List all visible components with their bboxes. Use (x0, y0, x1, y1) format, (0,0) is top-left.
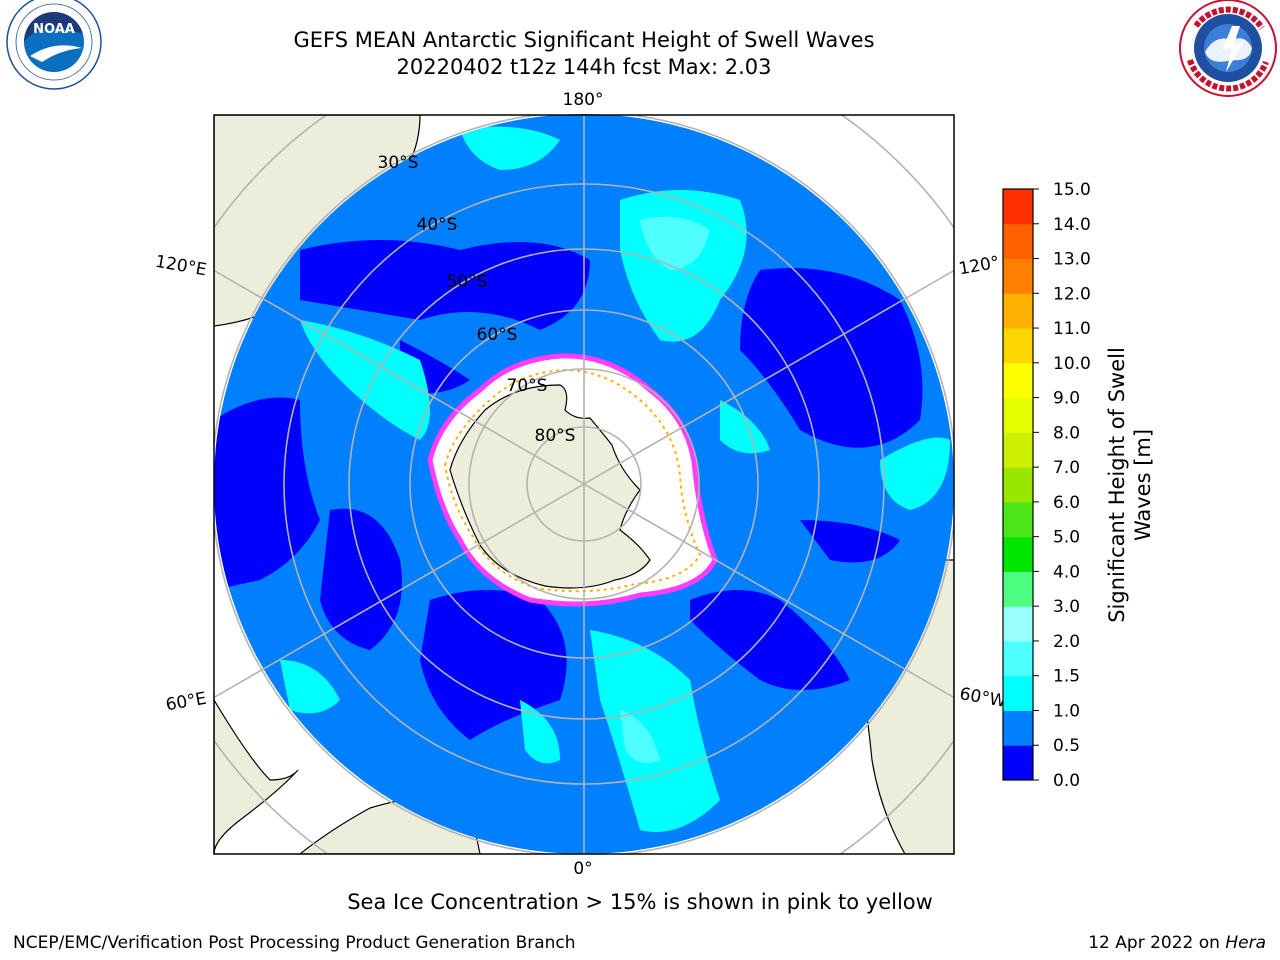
colorbar-label-line2: Waves [m] (1131, 429, 1155, 541)
lon-label-180: 180° (563, 90, 604, 110)
colorbar-tick-label: 12.0 (1053, 284, 1091, 304)
colorbar-border (1002, 188, 1034, 781)
colorbar-bin (1003, 675, 1033, 711)
footer-host: Hera (1225, 933, 1266, 953)
colorbar-tick-label: 6.0 (1053, 493, 1080, 513)
colorbar-tick-label: 9.0 (1053, 389, 1080, 409)
chart-title: GEFS MEAN Antarctic Significant Height o… (293, 28, 875, 52)
lat-label-60s: 60°S (477, 325, 518, 345)
lat-label-40s: 40°S (417, 215, 458, 235)
colorbar-bin (1003, 745, 1033, 781)
colorbar-bin (1003, 432, 1033, 468)
chart-subtitle: 20220402 t12z 144h fcst Max: 2.03 (396, 55, 772, 79)
colorbar-tick-label: 11.0 (1053, 319, 1091, 339)
colorbar-tick-label: 4.0 (1053, 562, 1080, 582)
colorbar-bin (1003, 640, 1033, 677)
footer-credit: NCEP/EMC/Verification Post Processing Pr… (13, 933, 576, 953)
graticule (214, 115, 954, 854)
colorbar-tick-label: 1.0 (1053, 701, 1080, 721)
lat-label-30s: 30°S (378, 153, 419, 173)
colorbar-tick-label: 3.0 (1053, 597, 1080, 617)
footer-date-text: 12 Apr 2022 on (1088, 933, 1226, 953)
lat-label-70s: 70°S (507, 376, 548, 396)
lon-label-120e: 120°E (154, 252, 208, 281)
colorbar-tick-label: 2.0 (1053, 632, 1080, 652)
colorbar-tick-label: 8.0 (1053, 423, 1080, 443)
lon-label-60e: 60°E (164, 689, 208, 716)
colorbar-label-line1: Significant Height of Swell (1105, 347, 1129, 623)
colorbar-bin (1003, 606, 1033, 642)
colorbar-bin (1003, 362, 1033, 399)
colorbar-tick-label: 13.0 (1053, 250, 1091, 270)
colorbar-bin (1003, 328, 1033, 364)
lat-label-50s: 50°S (447, 272, 488, 292)
sea-ice-caption: Sea Ice Concentration > 15% is shown in … (347, 890, 933, 914)
lat-label-80s: 80°S (535, 426, 576, 446)
colorbar-bin (1003, 223, 1033, 260)
swell-1.5-2.0 (620, 216, 710, 764)
noaa-logo-icon: NOAA (6, 0, 102, 90)
nws-logo-icon (1179, 0, 1277, 97)
colorbar-tick-label: 15.0 (1053, 180, 1091, 200)
colorbar-tick-label: 7.0 (1053, 458, 1080, 478)
colorbar-bin (1003, 397, 1033, 433)
colorbar-bin (1003, 710, 1033, 746)
map-frame (213, 114, 955, 855)
colorbar-tick-label: 1.5 (1053, 667, 1080, 687)
colorbar-bin (1003, 501, 1033, 538)
colorbar-tick-label: 0.5 (1053, 736, 1080, 756)
colorbar-tick-label: 10.0 (1053, 354, 1091, 374)
lon-label-60w: 60°W (958, 684, 1008, 712)
colorbar-tick-label: 5.0 (1053, 528, 1080, 548)
colorbar-bin (1003, 467, 1033, 503)
swell-1.0-1.5 (280, 126, 950, 832)
footer-date: 12 Apr 2022 on Hera (1088, 933, 1266, 953)
colorbar-bin (1003, 258, 1033, 294)
lon-label-120w: 120° (957, 253, 1001, 280)
colorbar-bin (1003, 189, 1033, 225)
colorbar-bin (1003, 536, 1033, 572)
colorbar: 0.0 0.5 1.0 1.5 2.0 3.0 4.0 5.0 6.0 7.0 8.0 9.0 10.0… (1002, 180, 1091, 791)
swell-0-0.5 (214, 240, 923, 740)
colorbar-bin (1003, 293, 1033, 329)
noaa-logo-text: NOAA (33, 22, 75, 37)
colorbar-bin (1003, 571, 1033, 607)
colorbar-tick-label: 0.0 (1053, 771, 1080, 791)
lon-label-0: 0° (573, 859, 592, 879)
colorbar-tick-label: 14.0 (1053, 215, 1091, 235)
